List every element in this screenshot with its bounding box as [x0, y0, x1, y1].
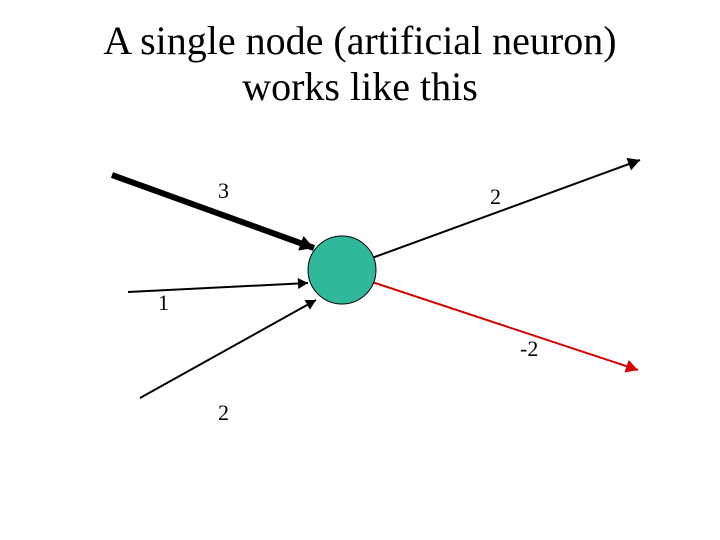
arrow-input-middle: [128, 283, 308, 292]
arrow-label-output-top: 2: [490, 184, 501, 210]
arrow-output-bottom: [372, 282, 638, 370]
neuron-diagram: [0, 0, 720, 540]
arrow-label-input-top: 3: [218, 178, 229, 204]
arrow-label-output-bottom: -2: [520, 336, 538, 362]
neuron-node: [308, 236, 376, 304]
arrow-label-input-bottom: 2: [218, 400, 229, 426]
arrow-input-top: [112, 175, 314, 248]
arrowhead-input-middle: [298, 278, 308, 289]
arrows-group: [112, 158, 640, 398]
arrow-output-top: [372, 160, 640, 258]
arrow-label-input-middle: 1: [158, 290, 169, 316]
